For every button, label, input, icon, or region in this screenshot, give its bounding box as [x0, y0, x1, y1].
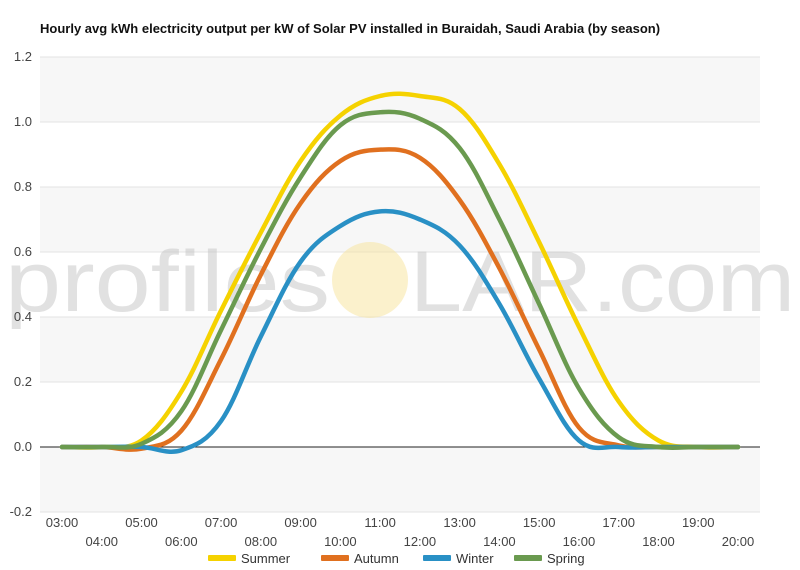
plot-band: [40, 187, 760, 252]
y-tick-label: -0.2: [10, 504, 32, 519]
legend-swatch-summer: [208, 555, 236, 561]
x-tick-label: 03:00: [46, 515, 79, 530]
y-tick-label: 1.2: [14, 49, 32, 64]
plot-band: [40, 447, 760, 512]
legend-label-summer: Summer: [241, 551, 291, 566]
plot-band: [40, 317, 760, 382]
series-line-winter: [59, 208, 741, 455]
legend-label-winter: Winter: [456, 551, 494, 566]
legend-label-autumn: Autumn: [354, 551, 399, 566]
y-tick-label: 0.8: [14, 179, 32, 194]
x-tick-label: 13:00: [443, 515, 476, 530]
x-tick-label: 19:00: [682, 515, 715, 530]
watermark: profiles LAR.com: [5, 234, 795, 330]
x-tick-label: 14:00: [483, 534, 516, 549]
legend-swatch-winter: [423, 555, 451, 561]
watermark-sun-icon: [332, 242, 408, 318]
series-line-summer: [59, 91, 741, 450]
chart-title: Hourly avg kWh electricity output per kW…: [40, 21, 660, 36]
x-tick-label: 16:00: [563, 534, 596, 549]
y-tick-label: 1.0: [14, 114, 32, 129]
x-tick-label: 20:00: [722, 534, 755, 549]
x-tick-label: 07:00: [205, 515, 238, 530]
legend-swatch-autumn: [321, 555, 349, 561]
watermark-right: LAR.com: [410, 234, 795, 330]
plot-band: [40, 122, 760, 187]
x-tick-label: 15:00: [523, 515, 556, 530]
x-tick-label: 05:00: [125, 515, 158, 530]
series-line-spring: [59, 109, 741, 451]
legend-label-spring: Spring: [547, 551, 585, 566]
x-tick-label: 10:00: [324, 534, 357, 549]
y-tick-label: 0.2: [14, 374, 32, 389]
legend-swatch-spring: [514, 555, 542, 561]
x-tick-label: 12:00: [404, 534, 437, 549]
x-tick-label: 06:00: [165, 534, 198, 549]
watermark-left: profiles: [5, 234, 330, 330]
y-tick-label: 0.6: [14, 244, 32, 259]
x-tick-label: 17:00: [602, 515, 635, 530]
x-tick-label: 18:00: [642, 534, 675, 549]
x-tick-label: 11:00: [364, 515, 396, 530]
series-lines: [59, 91, 741, 455]
y-axis-ticks: 1.2 1.0 0.8 0.6 0.4 0.2 0.0 -0.2: [10, 49, 32, 519]
x-tick-label: 09:00: [284, 515, 317, 530]
legend: Summer Autumn Winter Spring: [208, 551, 585, 566]
x-tick-label: 08:00: [245, 534, 278, 549]
y-tick-label: 0.4: [14, 309, 32, 324]
x-axis-ticks: 03:00 04:00 05:00 06:00 07:00 08:00 09:00 10:00…: [46, 515, 755, 549]
y-tick-label: 0.0: [14, 439, 32, 454]
x-tick-label: 04:00: [85, 534, 118, 549]
